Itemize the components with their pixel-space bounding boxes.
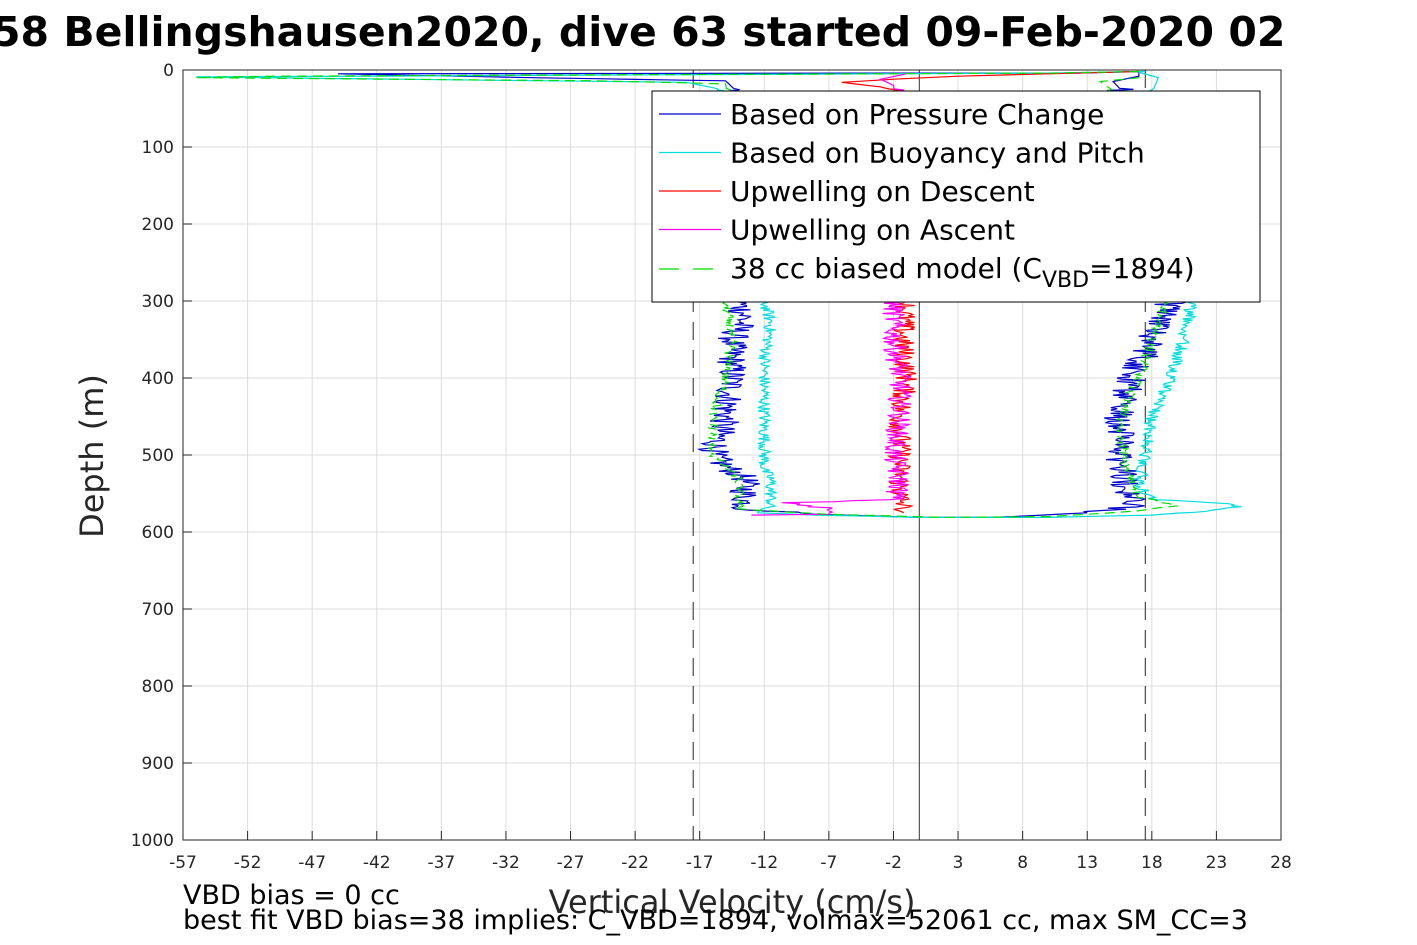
x-tick-label: 23 <box>1206 853 1228 873</box>
chart-title: 58 Bellingshausen2020, dive 63 started 0… <box>0 8 1285 56</box>
legend-label-2: Upwelling on Descent <box>730 175 1035 208</box>
y-tick-label: 1000 <box>131 831 174 851</box>
x-tick-label: -22 <box>621 853 649 873</box>
x-tick-label: 18 <box>1141 853 1163 873</box>
legend-label-model: 38 cc biased model (CVBD=1894) <box>730 252 1195 293</box>
y-axis-label: Depth (m) <box>73 374 111 538</box>
y-tick-label: 800 <box>142 677 174 697</box>
x-tick-label: -57 <box>169 853 197 873</box>
x-axis-label: Vertical Velocity (cm/s) <box>549 883 916 921</box>
x-tick-label: -7 <box>820 853 837 873</box>
y-axis-ticks: 0 100 200 300 400 500 600 700 800 900 1000 <box>131 61 192 851</box>
x-tick-label: -27 <box>557 853 585 873</box>
x-tick-label: -12 <box>750 853 778 873</box>
legend-label-0: Based on Pressure Change <box>730 98 1104 131</box>
x-tick-label: -2 <box>885 853 902 873</box>
legend-box <box>651 90 1261 303</box>
x-tick-label: -47 <box>298 853 326 873</box>
legend-label-3: Upwelling on Ascent <box>730 214 1015 247</box>
x-tick-label: -42 <box>363 853 391 873</box>
x-tick-label: -52 <box>234 853 262 873</box>
best-fit-note: best fit VBD bias=38 implies: C_VBD=1894… <box>183 905 1248 936</box>
x-tick-label: 3 <box>953 853 964 873</box>
x-tick-label: 8 <box>1017 853 1028 873</box>
y-tick-label: 0 <box>163 61 174 81</box>
legend-model-suffix: =1894) <box>1089 252 1195 285</box>
y-tick-label: 700 <box>142 600 174 620</box>
y-tick-label: 600 <box>142 523 174 543</box>
y-tick-label: 100 <box>142 138 174 158</box>
legend-label-1: Based on Buoyancy and Pitch <box>730 137 1145 170</box>
x-tick-label: -17 <box>686 853 714 873</box>
legend-items: Based on Pressure Change Based on Buoyanc… <box>659 98 1145 247</box>
legend-model-subscript: VBD <box>1042 268 1089 293</box>
x-tick-label: -32 <box>492 853 520 873</box>
y-tick-label: 400 <box>142 369 174 389</box>
legend: Based on Pressure Change Based on Buoyanc… <box>651 90 1261 303</box>
x-tick-label: 28 <box>1270 853 1292 873</box>
y-tick-label: 500 <box>142 446 174 466</box>
vbd-bias-note: VBD bias = 0 cc <box>183 880 400 911</box>
legend-model-prefix: 38 cc biased model (C <box>730 252 1042 285</box>
x-tick-label: 13 <box>1076 853 1098 873</box>
x-tick-label: -37 <box>427 853 455 873</box>
x-axis-ticks: -57 -52 -47 -42 -37 -32 -27 -22 -17 -12 -7 -2 3 8 13 18… <box>169 831 1292 873</box>
y-tick-label: 900 <box>142 754 174 774</box>
y-tick-label: 200 <box>142 215 174 235</box>
y-tick-label: 300 <box>142 292 174 312</box>
